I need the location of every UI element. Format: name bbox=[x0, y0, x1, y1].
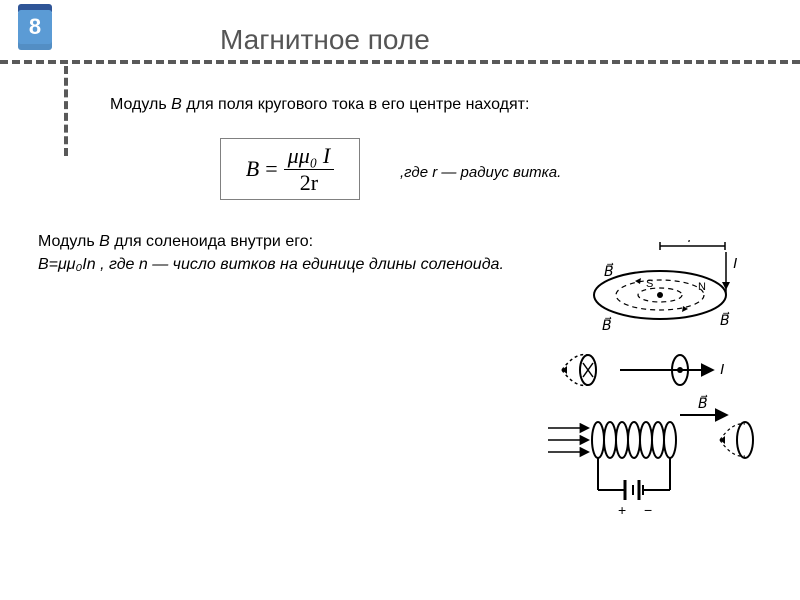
label-S: S bbox=[646, 278, 653, 290]
text: для соленоида внутри его: bbox=[110, 233, 313, 250]
formula-numerator: μμ₀ I bbox=[284, 145, 335, 170]
symbol-B: В bbox=[99, 233, 110, 250]
label-r: r bbox=[688, 240, 694, 245]
text: μμ₀ I bbox=[288, 143, 331, 168]
label-I: I bbox=[733, 255, 737, 272]
label-I2: I bbox=[720, 361, 724, 378]
page-title: Магнитное поле bbox=[220, 24, 430, 56]
battery-circuit: + − bbox=[598, 458, 670, 518]
solenoid-formula: В=μμ₀In bbox=[38, 256, 96, 273]
text: В=μμ₀In bbox=[38, 256, 96, 273]
solenoid: B⃗ bbox=[548, 394, 753, 458]
label-B: B⃗ bbox=[604, 262, 614, 279]
formula-fraction: μμ₀ I 2r bbox=[284, 145, 335, 194]
formula-box: B = μμ₀ I 2r bbox=[220, 138, 360, 200]
vertical-dashed-divider bbox=[64, 66, 68, 156]
horizontal-dashed-divider bbox=[0, 60, 800, 64]
formula-eq: = bbox=[265, 156, 277, 182]
paragraph-circular-current: Модуль В для поля кругового тока в его ц… bbox=[110, 96, 529, 114]
label-B: B⃗ bbox=[602, 316, 612, 333]
text: Модуль bbox=[38, 233, 99, 250]
radius-bracket: r bbox=[660, 240, 725, 250]
paragraph-solenoid: Модуль В для соленоида внутри его: В=μμ₀… bbox=[38, 230, 558, 276]
text: , где n — число витков на единице длины … bbox=[96, 256, 504, 273]
label-B4: B⃗ bbox=[698, 394, 708, 411]
symbol-B: В bbox=[171, 96, 182, 113]
formula-denominator: 2r bbox=[300, 170, 318, 194]
formula-lhs: B bbox=[246, 156, 259, 182]
label-B: B⃗ bbox=[720, 311, 730, 328]
text: для поля кругового тока в его центре нах… bbox=[182, 96, 530, 113]
symbol-B: B bbox=[246, 156, 259, 181]
diagram-svg: r I N S B⃗ B⃗ B⃗ bbox=[540, 240, 770, 525]
middle-row: I bbox=[562, 355, 724, 386]
label-plus: + bbox=[618, 502, 626, 518]
label-minus: − bbox=[644, 502, 652, 518]
formula-note: ,где r — радиус витка. bbox=[400, 164, 561, 181]
spool-into-page-icon bbox=[562, 355, 596, 386]
label-N: N bbox=[698, 281, 706, 293]
formula: B = μμ₀ I 2r bbox=[246, 145, 334, 194]
text: Модуль bbox=[110, 96, 171, 113]
physics-diagram: r I N S B⃗ B⃗ B⃗ bbox=[540, 240, 770, 525]
current-loop: I N S B⃗ B⃗ B⃗ bbox=[594, 252, 737, 333]
